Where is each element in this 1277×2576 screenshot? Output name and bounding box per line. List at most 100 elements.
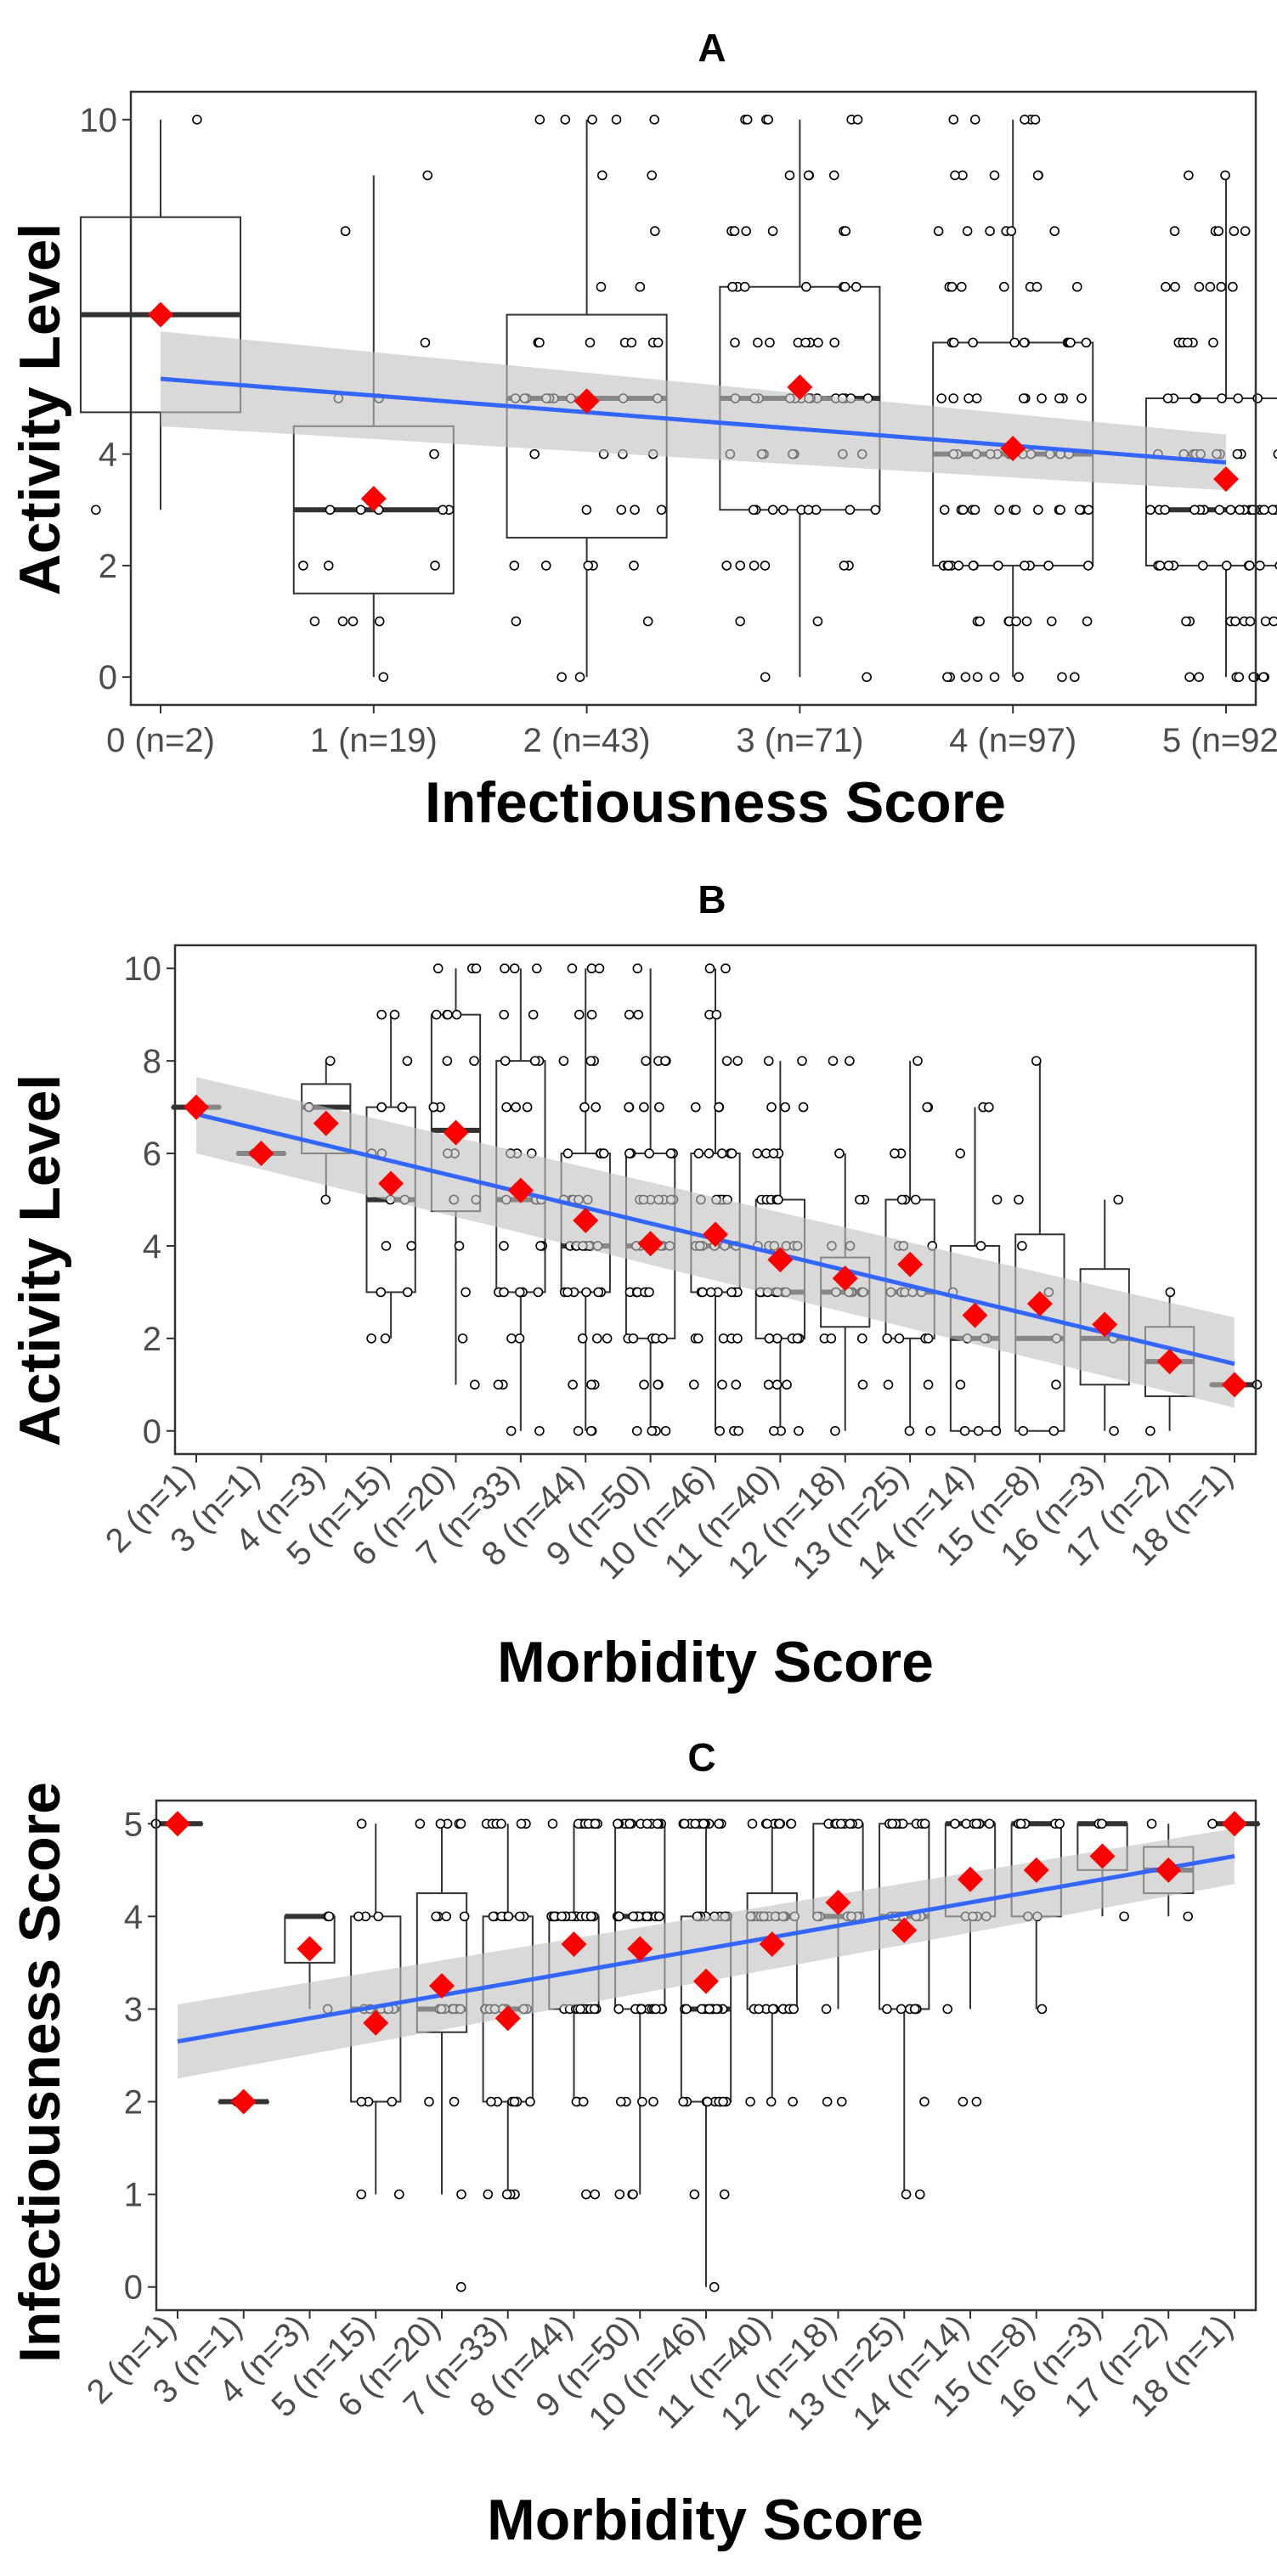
panel-c-ytick-label: 5 <box>124 1806 143 1843</box>
panel-b-data-point <box>586 1379 596 1390</box>
panel-b-data-point <box>731 1379 742 1390</box>
panel-b-data-point <box>573 1425 584 1436</box>
panel-a-ytick-label: 4 <box>99 437 117 474</box>
panel-b-data-point <box>624 1102 634 1113</box>
panel-b-data-point <box>639 1102 649 1113</box>
panel-b-ylabel: Activity Level <box>8 1074 72 1446</box>
panel-c-data-point <box>762 1818 772 1829</box>
panel-a-data-point <box>994 504 1005 516</box>
panel-a-data-point <box>943 561 954 571</box>
panel-c-data-point <box>942 2004 953 2015</box>
panel-c-mean-marker <box>494 2005 521 2032</box>
panel-a-xtick-label: 5 (n=92) <box>1162 722 1277 759</box>
panel-a-data-point <box>942 672 952 682</box>
panel-a-data-point <box>374 616 385 627</box>
panel-a-data-point <box>587 115 597 125</box>
panel-c-data-point <box>821 2004 832 2015</box>
panel-a-xtick-label: 4 (n=97) <box>949 722 1076 759</box>
panel-a-data-point <box>993 561 1003 571</box>
panel-a-data-point <box>1031 281 1043 292</box>
panel-c-data-point <box>547 1818 558 1829</box>
panel-a-data-point <box>1065 337 1076 348</box>
panel-a-data-point <box>653 337 664 348</box>
panel-c-data-point <box>653 1911 664 1922</box>
panel-b-data-point <box>376 1102 387 1113</box>
panel-a-xtick-label: 3 (n=71) <box>736 722 863 759</box>
panel-b-data-point <box>376 1009 387 1020</box>
panel-a-data-point <box>1170 281 1180 292</box>
panel-c-data-point <box>516 1818 527 1829</box>
panel-b-data-point <box>585 1056 596 1066</box>
panel-a-data-point <box>969 504 980 516</box>
panel-c-ylabel: Infectiousness Score <box>8 1782 72 2363</box>
panel-b-data-point <box>528 1009 539 1020</box>
panel-b-data-point <box>763 1056 774 1066</box>
panel-a-data-point <box>1273 449 1277 459</box>
panel-a-ytick-label: 2 <box>99 548 117 585</box>
panel-b-data-point <box>522 1102 533 1113</box>
panel-a-data-point <box>1232 448 1243 459</box>
panel-b-data-point <box>586 1009 597 1020</box>
panel-c-data-point <box>845 1818 856 1829</box>
panel-c-data-point <box>514 1911 525 1922</box>
panel-c-data-point <box>459 1911 470 1922</box>
panel-a-data-point <box>596 170 607 181</box>
panel-c-data-point <box>449 2096 460 2107</box>
panel-b-data-point <box>763 1379 774 1390</box>
panel-a: A 02468100 (n=2)1 (n=19)2 (n=43)3 (n=71)… <box>8 25 1277 835</box>
panel-b-data-point <box>768 1148 779 1158</box>
panel-c-data-point <box>509 2096 520 2107</box>
panel-b-mean-marker <box>507 1177 534 1203</box>
panel-a-data-point <box>1072 281 1082 292</box>
panel-b-data-point <box>644 1148 654 1158</box>
panel-c-data-point <box>393 2189 404 2200</box>
panel-c-data-point <box>1183 1911 1194 1922</box>
panel-b-data-point <box>647 1425 658 1436</box>
panel-c-data-point <box>704 2004 715 2015</box>
panel-b-data-point <box>720 963 731 974</box>
panel-c-data-point <box>698 1818 709 1829</box>
panel-a-data-point <box>298 561 308 571</box>
panel-c-mean-marker <box>1222 1811 1247 1837</box>
panel-b-data-point <box>500 1056 511 1066</box>
panel-a-data-point <box>325 504 336 516</box>
panel-a-trend-line <box>160 376 1227 465</box>
panel-a-data-point <box>1054 393 1065 403</box>
panel-c-mean-marker <box>1023 1857 1049 1883</box>
panel-a-data-point <box>647 170 658 181</box>
panel-c-mean-marker <box>230 2088 257 2115</box>
panel-c-data-point <box>901 2189 912 2200</box>
panel-a-data-point <box>1234 672 1245 682</box>
panel-c-data-point <box>836 2096 847 2107</box>
panel-b-data-point <box>558 1056 569 1066</box>
panel-a-data-point <box>721 561 732 571</box>
panel-c-data-point <box>1015 1818 1026 1829</box>
panel-a-data-point <box>839 281 850 292</box>
panel-c-data-point <box>1037 2004 1048 2015</box>
panel-a-data-point <box>850 281 862 292</box>
panel-b-data-point <box>443 1009 453 1020</box>
panel-a-data-point <box>840 226 851 236</box>
panel-a-data-point <box>560 115 571 125</box>
panel-a-data-point <box>340 226 351 236</box>
panel-c-data-point <box>766 2096 777 2107</box>
panel-c-data-point <box>455 2281 466 2292</box>
panel-a-mean-marker <box>574 388 600 414</box>
panel-b-data-point <box>514 1333 525 1344</box>
panel-a-data-point <box>953 561 964 571</box>
panel-c-mean-marker <box>891 1917 918 1943</box>
panel-c-data-point <box>689 2189 700 2200</box>
panel-a-data-point <box>192 115 202 125</box>
panel-a-data-point <box>1057 672 1067 682</box>
panel-b-data-point <box>660 1056 670 1066</box>
panel-b-data-point <box>855 1194 865 1205</box>
panel-c-data-point <box>788 2096 798 2107</box>
panel-b-data-point <box>826 1333 837 1344</box>
panel-b-data-point <box>698 1287 708 1298</box>
panel-b-data-point <box>665 1148 676 1158</box>
panel-a-mean-marker <box>148 302 173 328</box>
panel-b-data-point <box>581 1287 591 1298</box>
panel-b-data-point <box>922 1102 933 1113</box>
panel-a-data-point <box>616 504 627 516</box>
